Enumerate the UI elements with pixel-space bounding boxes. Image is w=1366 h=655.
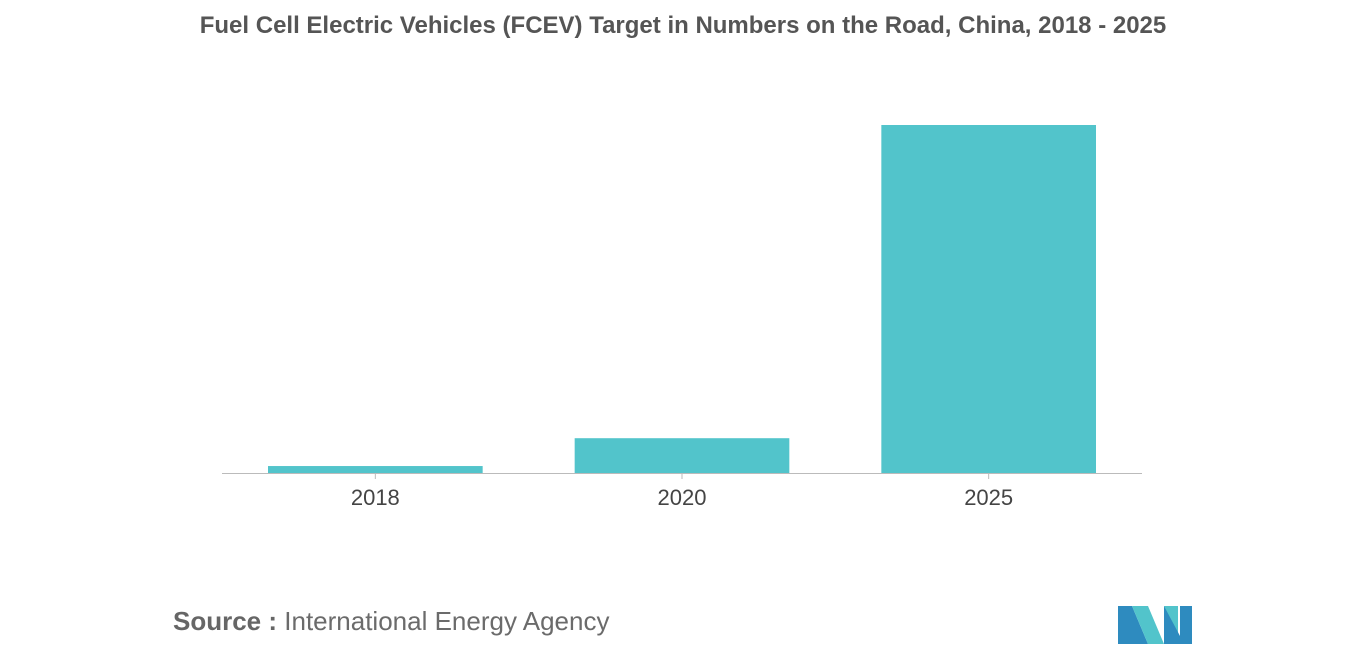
bar-2025 — [881, 125, 1096, 473]
x-tick-label-2025: 2025 — [964, 485, 1013, 510]
x-ticks-group — [374, 473, 990, 479]
chart-title: Fuel Cell Electric Vehicles (FCEV) Targe… — [199, 12, 1167, 39]
logo-shape-right — [1164, 606, 1192, 644]
bar-2020 — [574, 438, 790, 473]
x-tick-label-2020: 2020 — [658, 485, 707, 510]
source-note: Source : International Energy Agency — [173, 606, 609, 637]
source-label: Source : — [173, 606, 278, 636]
bars-group — [268, 125, 1096, 473]
source-text: International Energy Agency — [284, 606, 610, 636]
x-tick-label-2018: 2018 — [351, 485, 400, 510]
logo-shape-middle — [1132, 606, 1164, 644]
logo-shape-left — [1118, 606, 1148, 644]
x-tick-labels-group: 2018 2020 2025 — [351, 485, 1013, 510]
mordor-intelligence-logo-icon — [1118, 606, 1192, 644]
bar-2018 — [268, 466, 483, 473]
